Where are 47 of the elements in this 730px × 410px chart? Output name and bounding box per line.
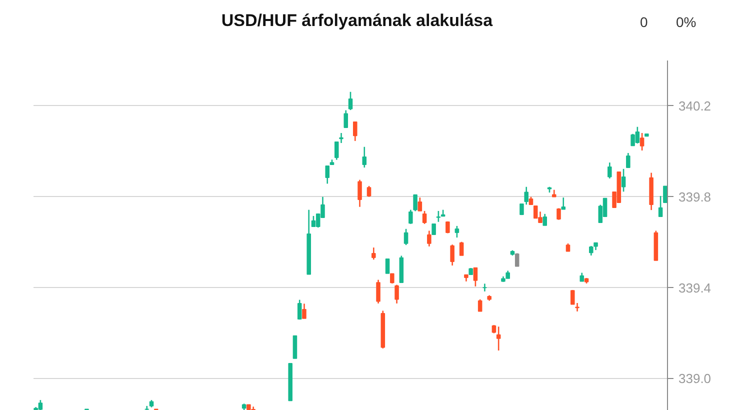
candlestick: [348, 91, 353, 111]
candlestick: [621, 168, 626, 192]
candlestick: [496, 326, 501, 352]
candlestick: [362, 146, 367, 168]
candlestick: [427, 230, 432, 248]
candlestick: [390, 273, 394, 284]
candlestick: [297, 299, 302, 320]
chart-title: USD/HUF árfolyamának alakulása: [221, 11, 493, 30]
candlestick: [454, 225, 460, 238]
candlestick: [325, 165, 330, 184]
candlestick: [450, 244, 454, 266]
candlestick: [418, 196, 422, 212]
candlestick: [514, 252, 520, 268]
candlestick: [292, 335, 298, 359]
candlestick: [311, 215, 316, 228]
candlestick: [408, 209, 413, 225]
candlestick: [608, 162, 612, 180]
y-tick-label: 339.4: [678, 280, 712, 296]
y-tick-label: 339.8: [678, 189, 712, 204]
text: 0%: [676, 13, 696, 32]
candlestick: [372, 246, 376, 260]
candlestick: [459, 241, 464, 256]
y-tick-label: 340.2: [678, 98, 712, 114]
candlestick: [385, 258, 390, 274]
candlestick: [542, 213, 547, 226]
candlestick: [473, 267, 478, 288]
candlestick: [413, 194, 418, 212]
candlestick: [626, 152, 630, 168]
candlestick: [422, 210, 427, 225]
candlestick: [344, 110, 348, 128]
candlestick: [366, 185, 372, 198]
candlestick: [352, 121, 358, 142]
candlestick: [302, 303, 306, 320]
text: 0: [640, 13, 648, 32]
y-tick-label: 339.0: [678, 371, 712, 386]
candlestick: [663, 186, 668, 203]
candlestick: [394, 284, 399, 304]
candlestick: [376, 279, 380, 304]
candlestick: [556, 208, 561, 220]
candlestick: [640, 132, 644, 152]
candlestick: [358, 179, 362, 208]
candlestick: [482, 283, 487, 292]
candlestick: [478, 298, 482, 312]
candlestick: [561, 196, 566, 210]
candlestick: [658, 195, 663, 218]
candlestick: [432, 224, 436, 235]
candlestick: [404, 228, 408, 246]
